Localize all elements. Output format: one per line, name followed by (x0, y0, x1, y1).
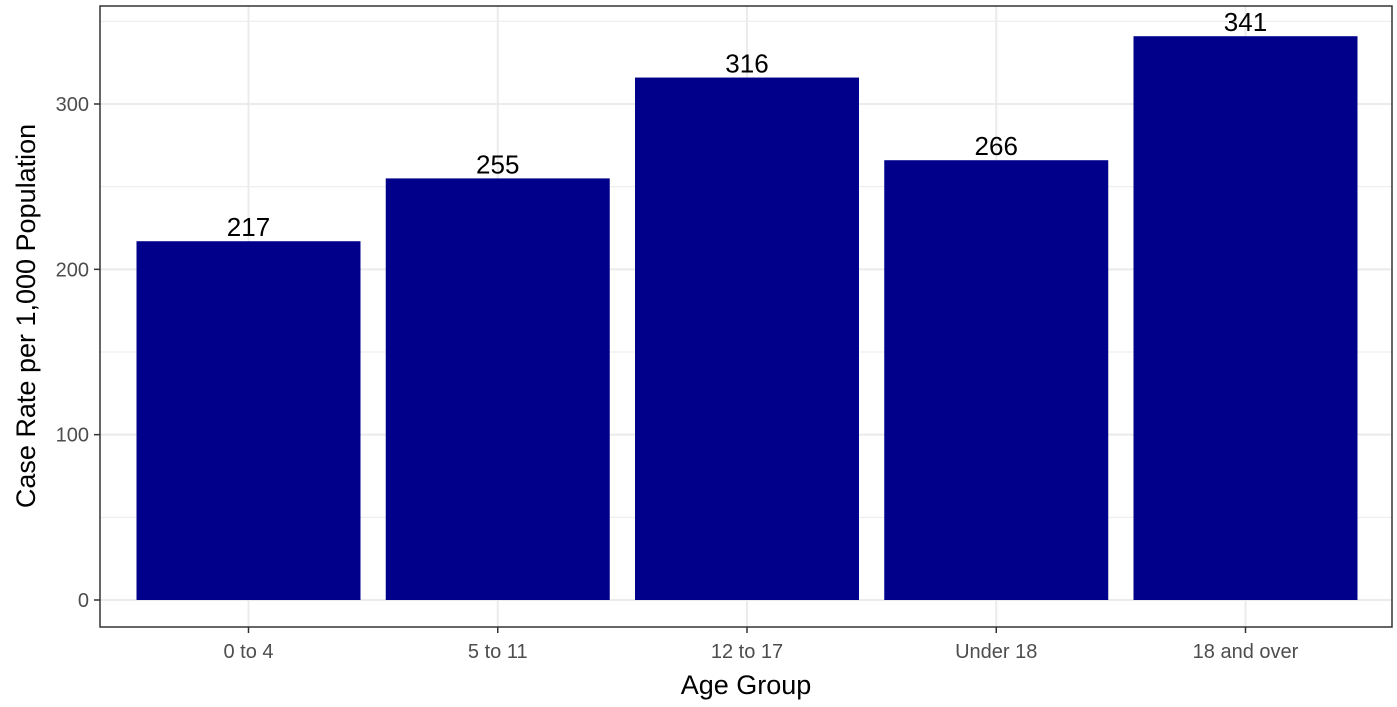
y-axis-ticks: 0 100 200 300 (56, 94, 100, 612)
data-label: 255 (476, 149, 519, 179)
bar (884, 160, 1109, 601)
y-tick-label: 200 (56, 259, 89, 281)
bar (136, 241, 361, 600)
bar (1133, 36, 1358, 601)
y-tick-label: 0 (78, 590, 89, 612)
data-label: 341 (1224, 7, 1267, 37)
data-label: 316 (725, 49, 768, 79)
x-tick-label: 18 and over (1193, 641, 1299, 663)
y-axis-title: Case Rate per 1,000 Population (11, 124, 41, 508)
y-tick-label: 300 (56, 94, 89, 116)
y-tick-label: 100 (56, 425, 89, 447)
x-axis-ticks: 0 to 4 5 to 11 12 to 17 Under 18 18 and over (223, 627, 1299, 663)
panel-border (99, 5, 1393, 628)
bar (635, 77, 859, 600)
x-tick-label: 0 to 4 (223, 641, 273, 663)
x-tick-label: 5 to 11 (468, 641, 528, 663)
bars (136, 36, 1358, 601)
data-label: 266 (975, 131, 1018, 161)
x-tick-label: 12 to 17 (711, 641, 783, 663)
x-tick-label: Under 18 (955, 641, 1037, 663)
x-axis-title: Age Group (681, 670, 812, 700)
data-label: 217 (227, 212, 270, 242)
data-labels: 217 255 316 266 341 (227, 7, 1267, 242)
bar (385, 178, 610, 600)
